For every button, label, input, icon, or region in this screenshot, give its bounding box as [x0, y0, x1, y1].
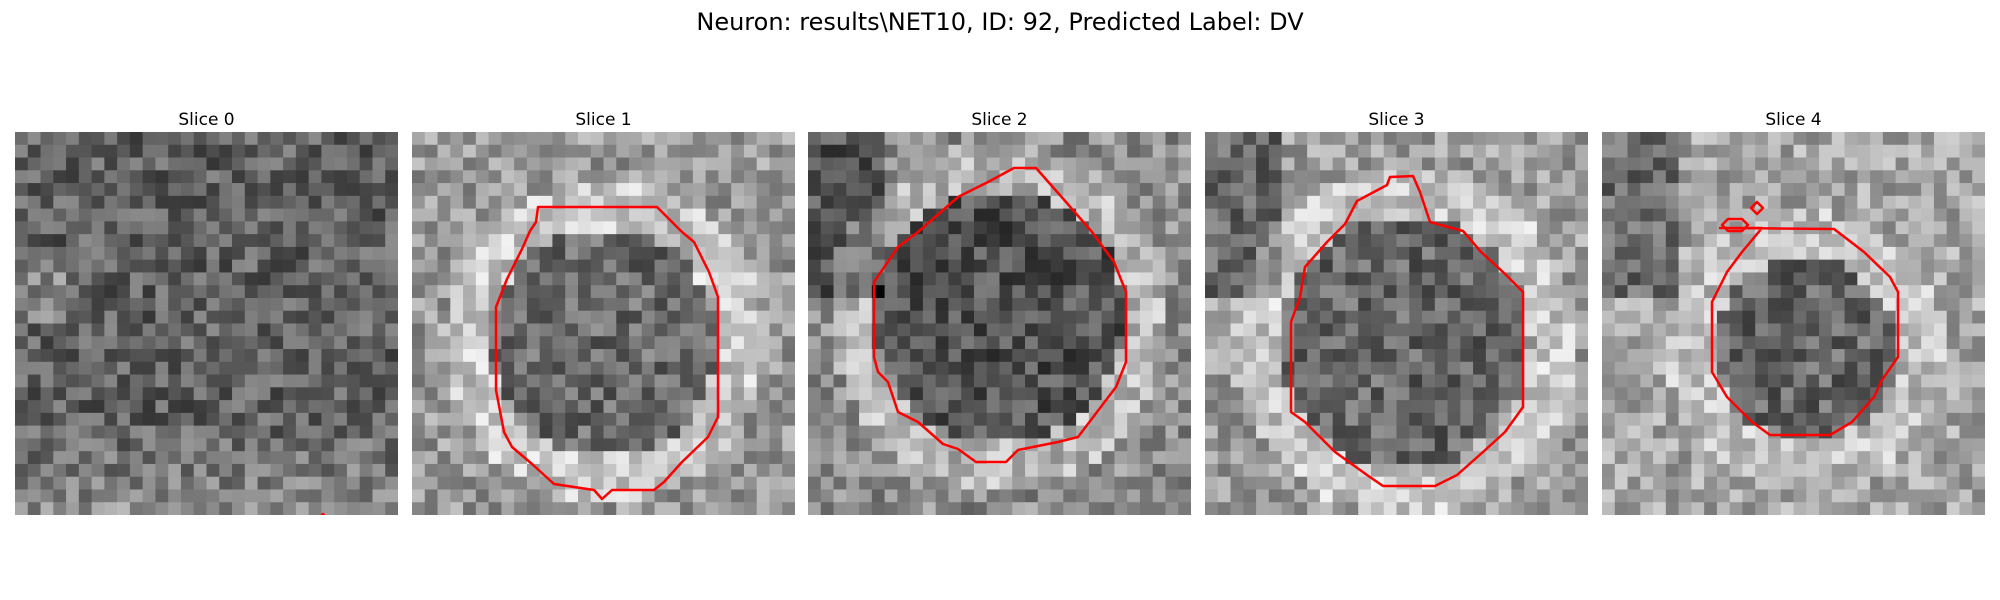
slice-panel-1: Slice 1: [412, 108, 795, 515]
figure-title: Neuron: results\NET10, ID: 92, Predicted…: [696, 8, 1304, 36]
slice-panel-0: Slice 0: [15, 108, 398, 515]
slice-title-3: Slice 3: [1368, 110, 1425, 130]
slice-pixels-4: [1602, 132, 1985, 515]
segmentation-contour-4: [1710, 226, 1900, 437]
slice-title-2: Slice 2: [971, 110, 1028, 130]
segmentation-contour-3: [1289, 174, 1525, 488]
slice-pixels-1: [412, 132, 795, 515]
segmentation-contour-4-small-blob: [1720, 217, 1750, 233]
slice-panel-3: Slice 3: [1205, 108, 1588, 515]
slice-image-3: [1205, 132, 1588, 515]
slice-image-1: [412, 132, 795, 515]
slice-pixels-0: [15, 132, 398, 515]
segmentation-contour-1: [494, 205, 720, 501]
slice-panel-2: Slice 2: [808, 108, 1191, 515]
slice-image-0: [15, 132, 398, 515]
slice-title-1: Slice 1: [575, 110, 632, 130]
segmentation-contour-4-dot: [1749, 200, 1765, 216]
slice-panel-4: Slice 4: [1602, 108, 1985, 515]
slice-image-4: [1602, 132, 1985, 515]
slice-title-4: Slice 4: [1765, 110, 1822, 130]
slice-image-2: [808, 132, 1191, 515]
slice-pixels-3: [1205, 132, 1588, 515]
segmentation-contour-2: [872, 166, 1128, 464]
slice-title-0: Slice 0: [178, 110, 235, 130]
slice-pixels-2: [808, 132, 1191, 515]
